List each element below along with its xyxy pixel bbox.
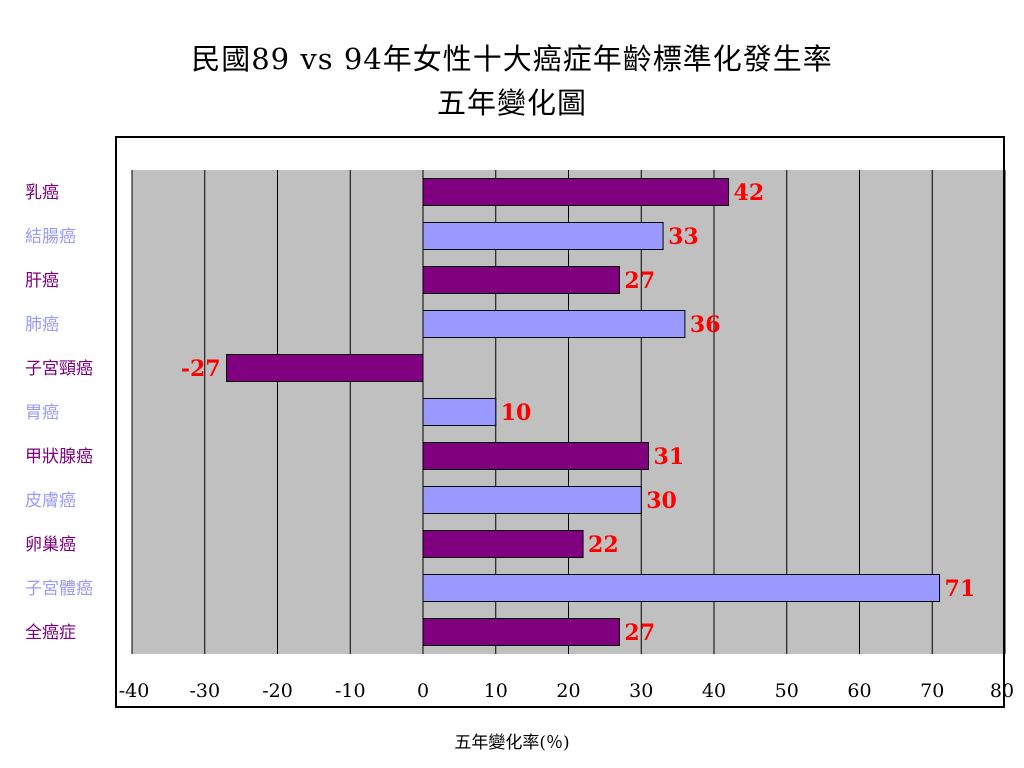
- x-tick-label: 10: [484, 680, 508, 702]
- category-label: 甲狀腺癌: [25, 447, 93, 467]
- category-label: 肺癌: [25, 315, 59, 335]
- data-label: 22: [588, 532, 619, 558]
- category-label: 皮膚癌: [25, 491, 76, 511]
- data-label: 36: [690, 312, 721, 338]
- bar: [422, 442, 650, 470]
- category-label: 胃癌: [25, 403, 59, 423]
- bar: [422, 178, 730, 206]
- x-tick-label: 70: [920, 680, 944, 702]
- bar: [422, 398, 497, 426]
- bar: [422, 266, 620, 294]
- category-label: 子宮頸癌: [25, 359, 93, 379]
- category-label: 子宮體癌: [25, 579, 93, 599]
- bar: [422, 618, 620, 646]
- x-tick-label: 50: [775, 680, 799, 702]
- bar: [422, 310, 686, 338]
- data-label: 42: [734, 180, 765, 206]
- data-label: -27: [181, 356, 221, 382]
- x-tick-label: 30: [629, 680, 653, 702]
- data-label: 27: [624, 620, 655, 646]
- bar: [226, 354, 424, 382]
- x-tick-label: -10: [335, 680, 366, 702]
- category-label: 卵巢癌: [25, 535, 76, 555]
- x-tick-label: 80: [990, 680, 1014, 702]
- data-label: 33: [668, 224, 699, 250]
- data-label: 71: [945, 576, 976, 602]
- x-tick-label: -30: [189, 680, 220, 702]
- bar: [422, 530, 584, 558]
- x-tick-label: 40: [702, 680, 726, 702]
- category-label: 乳癌: [25, 183, 59, 203]
- x-axis-label: 五年變化率(％): [454, 733, 570, 753]
- data-label: 30: [646, 488, 677, 514]
- x-tick-label: -20: [262, 680, 293, 702]
- x-tick-label: 20: [556, 680, 580, 702]
- bar: [422, 486, 642, 514]
- category-label: 肝癌: [25, 271, 59, 291]
- chart-title: 民國89 vs 94年女性十大癌症年齡標準化發生率: [191, 42, 833, 76]
- category-label: 結腸癌: [25, 227, 76, 247]
- x-tick-label: 60: [847, 680, 871, 702]
- x-tick-label: -40: [119, 680, 150, 702]
- bar: [422, 222, 664, 250]
- bar: [422, 574, 941, 602]
- data-label: 10: [501, 400, 532, 426]
- data-label: 27: [624, 268, 655, 294]
- data-label: 31: [654, 444, 685, 470]
- category-label: 全癌症: [25, 623, 76, 643]
- chart-subtitle: 五年變化圖: [436, 86, 587, 120]
- x-tick-label: 0: [417, 680, 429, 702]
